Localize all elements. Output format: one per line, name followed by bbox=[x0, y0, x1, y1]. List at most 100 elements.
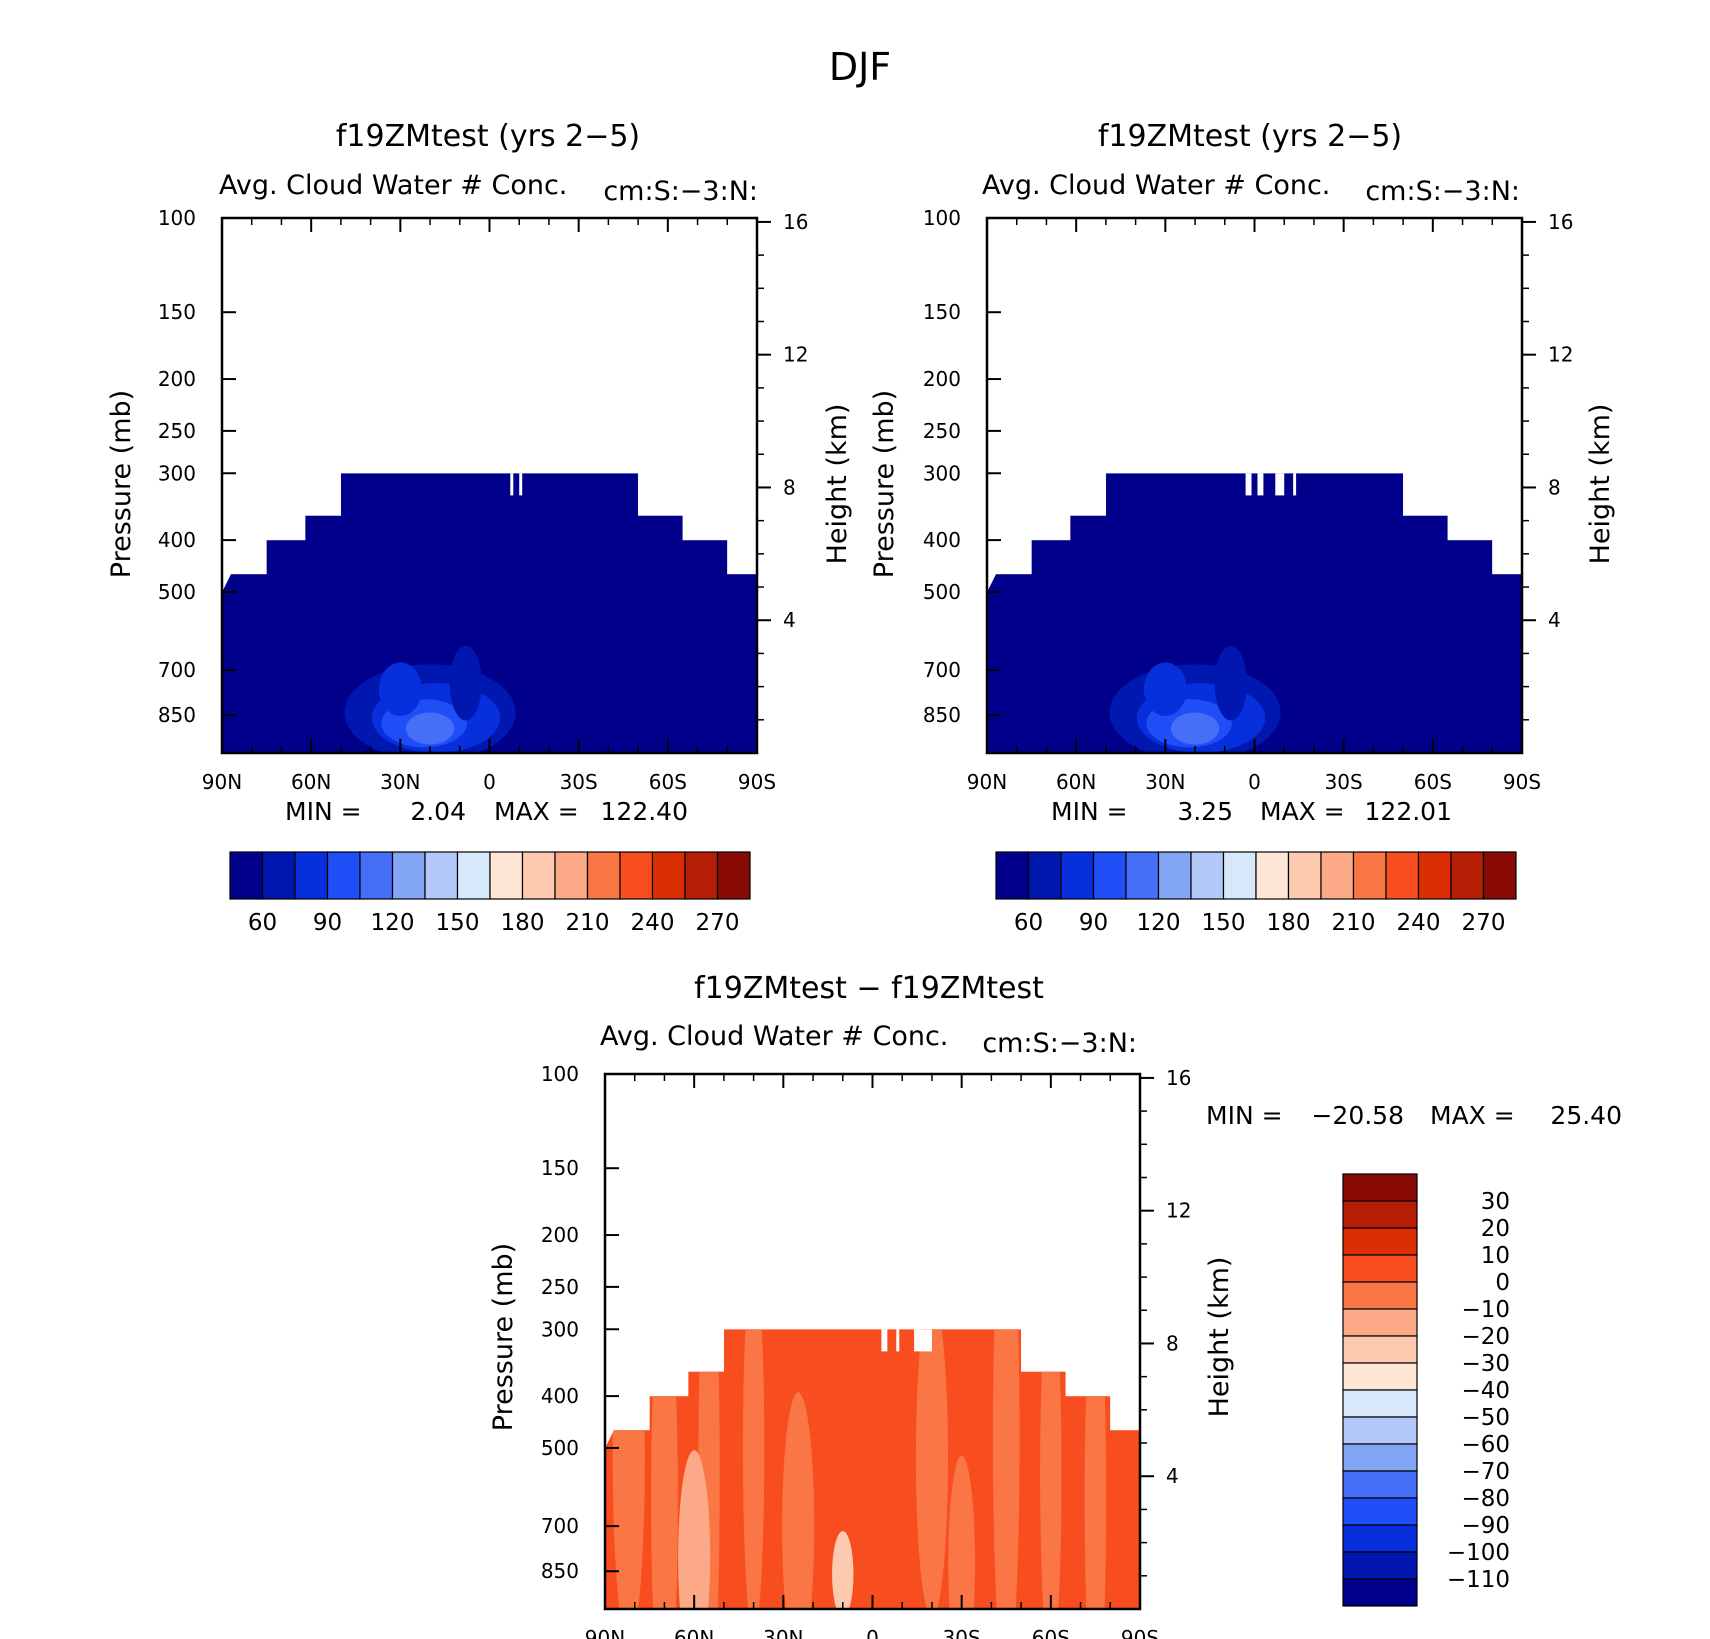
colorbar-swatch bbox=[684, 851, 719, 900]
panel-2-y2label: Height (km) bbox=[1585, 404, 1616, 565]
y-tick-label: 100 bbox=[923, 206, 961, 230]
colorbar-swatch bbox=[326, 851, 361, 900]
y-tick-label: 100 bbox=[541, 1062, 579, 1086]
colorbar-swatch bbox=[1342, 1281, 1418, 1310]
contour-blob-3 bbox=[405, 712, 455, 745]
y-tick-label: 700 bbox=[541, 1514, 579, 1538]
x-tick-label: 60N bbox=[1056, 770, 1096, 794]
colorbar-swatch bbox=[1342, 1497, 1418, 1526]
y-tick-label: 500 bbox=[158, 580, 196, 604]
colorbar-label: −50 bbox=[1461, 1405, 1510, 1431]
data-gap-1 bbox=[1257, 473, 1264, 496]
contour-patch-5 bbox=[915, 1329, 948, 1609]
colorbar-label: 150 bbox=[1202, 910, 1246, 936]
contour-blob-4 bbox=[449, 645, 482, 721]
contour-patch-8 bbox=[1084, 1329, 1107, 1609]
colorbar-swatch bbox=[1320, 851, 1355, 900]
y-tick-label: 850 bbox=[541, 1559, 579, 1583]
y-tick-label: 100 bbox=[158, 206, 196, 230]
colorbar-label: 120 bbox=[371, 910, 415, 936]
panel-1-max-value: 122.40 bbox=[601, 797, 688, 826]
panel-1-title: f19ZMtest (yrs 2−5) bbox=[336, 119, 640, 154]
panel-1-subtitle-left: Avg. Cloud Water # Conc. bbox=[219, 170, 567, 201]
colorbar-swatch bbox=[1342, 1578, 1418, 1607]
y2-tick-label: 12 bbox=[1548, 343, 1573, 367]
colorbar-label: −30 bbox=[1461, 1351, 1510, 1377]
contour-blob-4 bbox=[1214, 645, 1247, 721]
y-tick-label: 500 bbox=[923, 580, 961, 604]
panel-diff: f19ZMtest − f19ZMtest Avg. Cloud Water #… bbox=[488, 971, 1622, 1639]
colorbar-label: 180 bbox=[1267, 910, 1311, 936]
x-tick-label: 30S bbox=[943, 1626, 981, 1639]
colorbar-swatch bbox=[521, 851, 556, 900]
x-tick-label: 60S bbox=[1414, 770, 1452, 794]
colorbar-swatch bbox=[456, 851, 491, 900]
panel-1-colorbar: 60 90 120 150 180 210 240 270 bbox=[229, 851, 751, 936]
x-tick-label: 30N bbox=[1145, 770, 1185, 794]
colorbar-swatch bbox=[1060, 851, 1095, 900]
colorbar-swatch bbox=[1342, 1227, 1418, 1256]
colorbar-label: 0 bbox=[1495, 1270, 1510, 1296]
data-gap-0 bbox=[881, 1329, 888, 1352]
x-tick-label: 0 bbox=[866, 1626, 879, 1639]
colorbar-swatch bbox=[554, 851, 589, 900]
data-gap-0 bbox=[510, 473, 514, 496]
y-tick-label: 250 bbox=[923, 419, 961, 443]
y-tick-label: 700 bbox=[158, 658, 196, 682]
colorbar-label: −80 bbox=[1461, 1486, 1510, 1512]
y-tick-label: 200 bbox=[923, 367, 961, 391]
x-tick-label: 60S bbox=[649, 770, 687, 794]
colorbar-label: 270 bbox=[696, 910, 740, 936]
panel-2-max-value: 122.01 bbox=[1365, 797, 1452, 826]
y-tick-label: 150 bbox=[923, 300, 961, 324]
colorbar-swatch bbox=[1342, 1470, 1418, 1499]
panel-diff-title: f19ZMtest − f19ZMtest bbox=[694, 971, 1044, 1006]
y-tick-label: 400 bbox=[541, 1384, 579, 1408]
colorbar-swatch bbox=[1342, 1524, 1418, 1553]
colorbar-swatch bbox=[1027, 851, 1062, 900]
colorbar-swatch bbox=[651, 851, 686, 900]
colorbar-label: 150 bbox=[436, 910, 480, 936]
y-tick-label: 400 bbox=[923, 528, 961, 552]
y-tick-label: 250 bbox=[158, 419, 196, 443]
panel-1-axes: 90N 60N 30N 0 30S 60S 90S 100 150 200 250 300 400 500… bbox=[158, 206, 809, 794]
colorbar-label: 60 bbox=[248, 910, 277, 936]
y-tick-label: 700 bbox=[923, 658, 961, 682]
colorbar-label: 90 bbox=[313, 910, 342, 936]
x-tick-label: 90S bbox=[1121, 1626, 1159, 1639]
panel-diff-plot-area bbox=[605, 1329, 1140, 1609]
x-tick-label: 60N bbox=[291, 770, 331, 794]
colorbar-label: 210 bbox=[1332, 910, 1376, 936]
y-tick-label: 500 bbox=[541, 1436, 579, 1460]
colorbar-label: 120 bbox=[1137, 910, 1181, 936]
y2-tick-label: 4 bbox=[1548, 608, 1561, 632]
y-tick-label: 200 bbox=[541, 1223, 579, 1247]
colorbar-swatch bbox=[1450, 851, 1485, 900]
x-tick-label: 90S bbox=[1503, 770, 1541, 794]
contour-patch-0 bbox=[612, 1329, 645, 1609]
contour-blob-5 bbox=[378, 662, 422, 716]
contour-patch-10 bbox=[832, 1531, 854, 1609]
x-tick-label: 30N bbox=[380, 770, 420, 794]
panel-2-subtitle-right: cm:S:−3:N: bbox=[1365, 176, 1520, 207]
panel-1-ylabel: Pressure (mb) bbox=[106, 390, 137, 578]
panel-2-min-label: MIN = bbox=[1051, 797, 1128, 826]
contour-patch-7 bbox=[1040, 1329, 1062, 1609]
colorbar-label: −110 bbox=[1447, 1567, 1510, 1593]
colorbar-label: −10 bbox=[1461, 1297, 1510, 1323]
data-gap-2 bbox=[1275, 473, 1285, 496]
colorbar-swatch bbox=[1342, 1308, 1418, 1337]
x-tick-label: 30N bbox=[763, 1626, 803, 1639]
panel-2-min-value: 3.25 bbox=[1177, 797, 1233, 826]
colorbar-label: 20 bbox=[1481, 1216, 1510, 1242]
colorbar-swatch bbox=[1385, 851, 1420, 900]
colorbar-swatch bbox=[1255, 851, 1290, 900]
colorbar-swatch bbox=[586, 851, 621, 900]
contour-base bbox=[987, 473, 1522, 753]
colorbar-label: −60 bbox=[1461, 1432, 1510, 1458]
panel-diff-min-value: −20.58 bbox=[1311, 1101, 1404, 1130]
colorbar-swatch bbox=[391, 851, 426, 900]
colorbar-label: −40 bbox=[1461, 1378, 1510, 1404]
y-tick-label: 250 bbox=[541, 1275, 579, 1299]
contour-blob-3 bbox=[1170, 712, 1220, 745]
